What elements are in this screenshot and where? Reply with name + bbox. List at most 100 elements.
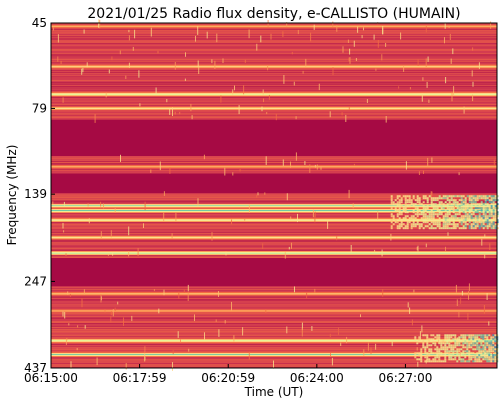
plot-area: [50, 19, 499, 371]
heatmap-burst-cell: [398, 205, 401, 208]
heatmap-burst-cell: [436, 354, 439, 357]
heatmap-burst-cell: [492, 334, 495, 337]
heatmap-burst-cell: [496, 199, 499, 202]
heatmap-burst-cell: [430, 344, 433, 347]
heatmap-speckle-mark: [484, 253, 486, 259]
heatmap-burst-cell: [420, 223, 423, 226]
heatmap-speckle-mark: [257, 192, 259, 196]
heatmap-row: [51, 205, 497, 206]
heatmap-row: [51, 322, 497, 323]
heatmap-speckle-mark: [417, 361, 419, 367]
heatmap-burst-cell: [486, 336, 489, 339]
heatmap-row: [51, 257, 497, 258]
heatmap-burst-cell: [436, 221, 439, 224]
heatmap-speckle-mark: [88, 218, 90, 224]
heatmap-burst-cell: [486, 354, 489, 357]
heatmap-burst-cell: [462, 219, 465, 222]
heatmap-burst-cell: [436, 352, 439, 355]
heatmap-row: [51, 118, 497, 119]
heatmap-burst-cell: [442, 348, 445, 351]
heatmap-burst-cell: [444, 358, 447, 361]
heatmap-row: [51, 44, 497, 45]
heatmap-burst-cell: [490, 354, 493, 357]
heatmap-speckle-mark: [100, 201, 102, 207]
heatmap-burst-cell: [448, 344, 451, 347]
heatmap-burst-cell: [486, 195, 489, 198]
heatmap-speckle-mark: [112, 252, 114, 256]
heatmap-burst-cell: [474, 358, 477, 361]
heatmap-burst-cell: [486, 225, 489, 228]
heatmap-burst-cell: [490, 336, 493, 339]
heatmap-burst-cell: [440, 197, 443, 200]
heatmap-burst-cell: [412, 223, 415, 226]
heatmap-burst-cell: [478, 352, 481, 355]
heatmap-row: [51, 321, 497, 322]
heatmap-burst-cell: [480, 360, 483, 363]
heatmap-burst-cell: [434, 199, 437, 202]
heatmap-burst-cell: [488, 221, 491, 224]
heatmap-burst-cell: [448, 227, 451, 230]
heatmap-burst-cell: [432, 352, 435, 355]
heatmap-burst-cell: [400, 223, 403, 226]
heatmap-burst-cell: [490, 356, 493, 359]
heatmap-burst-cell: [448, 203, 451, 206]
heatmap-speckle-mark: [62, 222, 64, 229]
heatmap-burst-cell: [462, 354, 465, 357]
heatmap-burst-cell: [438, 201, 441, 204]
heatmap-speckle-mark: [348, 189, 350, 199]
heatmap-burst-cell: [456, 360, 459, 363]
heatmap-speckle-mark: [377, 40, 379, 48]
heatmap-burst-cell: [470, 358, 473, 361]
heatmap-burst-cell: [490, 215, 493, 218]
heatmap-row: [51, 84, 497, 85]
heatmap-speckle-mark: [306, 292, 308, 299]
heatmap-speckle-mark: [114, 208, 116, 213]
heatmap-row: [51, 233, 497, 234]
heatmap-row: [51, 53, 497, 54]
heatmap-row: [51, 348, 497, 349]
heatmap-burst-cell: [412, 197, 415, 200]
heatmap-burst-cell: [428, 360, 431, 363]
heatmap-burst-cell: [474, 336, 477, 339]
heatmap-burst-cell: [488, 215, 491, 218]
heatmap-burst-cell: [462, 201, 465, 204]
heatmap-row: [51, 223, 497, 224]
heatmap-burst-cell: [494, 217, 497, 220]
heatmap-burst-cell: [458, 195, 461, 198]
heatmap-burst-cell: [480, 207, 483, 210]
heatmap-row: [51, 36, 497, 37]
heatmap-speckle-mark: [265, 156, 267, 165]
heatmap-burst-cell: [476, 225, 479, 228]
heatmap-row: [51, 215, 497, 216]
heatmap-burst-cell: [486, 211, 489, 214]
heatmap-burst-cell: [470, 356, 473, 359]
heatmap-row: [51, 124, 497, 125]
heatmap-row: [51, 40, 497, 41]
heatmap-burst-cell: [458, 354, 461, 357]
heatmap-speckle-mark: [293, 81, 295, 86]
heatmap-speckle-mark: [256, 43, 258, 51]
heatmap-speckle-mark: [297, 29, 299, 35]
heatmap-row: [51, 161, 497, 162]
heatmap-speckle-mark: [481, 238, 483, 246]
heatmap-row: [51, 170, 497, 171]
heatmap-row: [51, 93, 497, 94]
heatmap-row: [51, 99, 497, 100]
heatmap-row: [51, 239, 497, 240]
heatmap-row: [51, 30, 497, 31]
heatmap-row: [51, 298, 497, 299]
heatmap-row: [51, 194, 497, 195]
heatmap-burst-cell: [396, 195, 399, 198]
heatmap-burst-cell: [486, 207, 489, 210]
heatmap-burst-cell: [436, 213, 439, 216]
heatmap-speckle-mark: [282, 31, 284, 37]
heatmap-speckle-mark: [419, 331, 421, 341]
heatmap-burst-cell: [442, 195, 445, 198]
heatmap-burst-cell: [468, 346, 471, 349]
heatmap-burst-cell: [482, 356, 485, 359]
x-tick-label: 06:15:00: [24, 371, 78, 385]
heatmap-burst-cell: [468, 360, 471, 363]
heatmap-speckle-mark: [180, 339, 181, 343]
heatmap-speckle-mark: [159, 161, 161, 171]
